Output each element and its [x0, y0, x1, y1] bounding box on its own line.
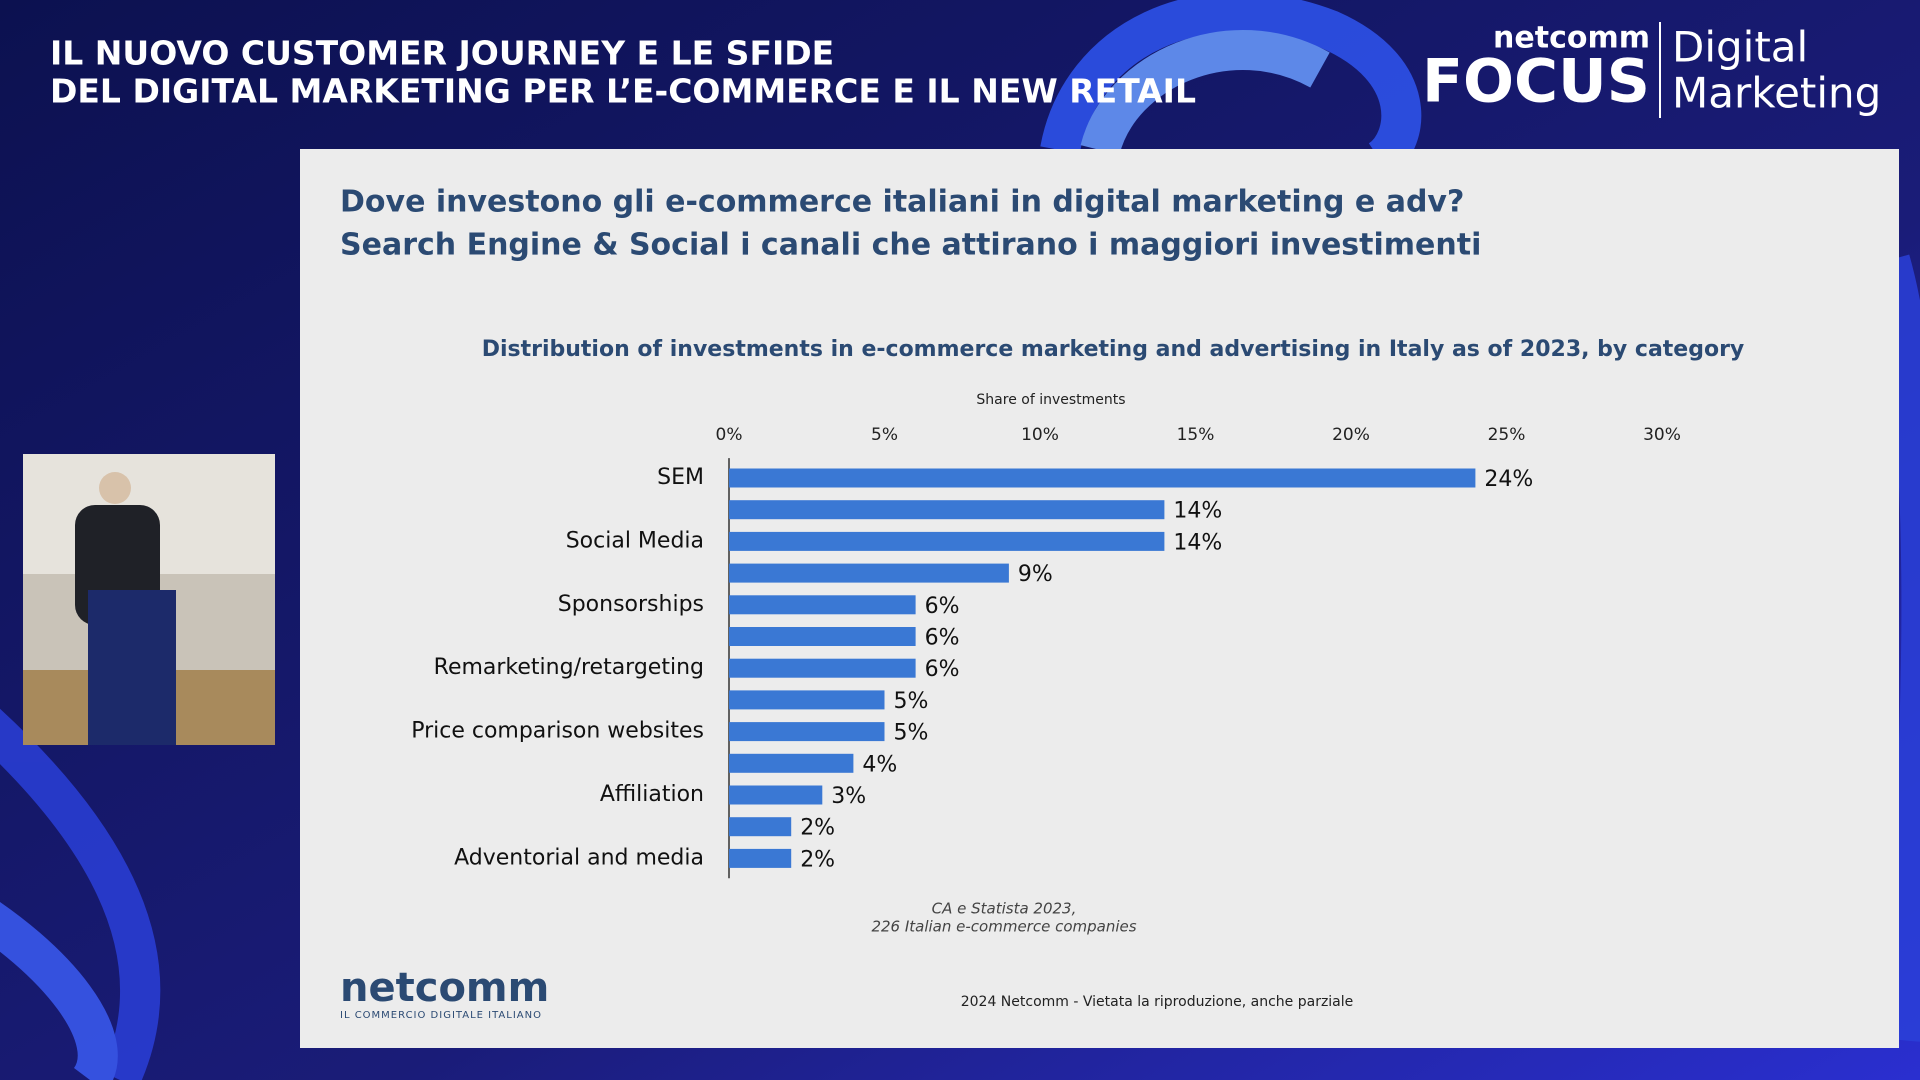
netcomm-logo: netcomm	[340, 965, 549, 1011]
value-label: 6%	[925, 626, 960, 651]
value-label: 14%	[1173, 499, 1222, 524]
source-note: 226 Italian e-commerce companies	[871, 918, 1136, 936]
x-axis-label: Share of investments	[976, 392, 1125, 408]
bar	[729, 595, 916, 615]
header-line: IL NUOVO CUSTOMER JOURNEY E LE SFIDE	[50, 34, 834, 73]
y-tick-label: Price comparison websites	[411, 719, 704, 744]
x-tick-label: 0%	[716, 425, 743, 445]
bar	[729, 500, 1165, 520]
value-label: 2%	[800, 847, 835, 872]
value-label: 5%	[894, 689, 929, 714]
brand-right: Marketing	[1672, 69, 1881, 118]
bar	[729, 722, 885, 742]
bar	[729, 817, 792, 837]
value-label: 5%	[894, 721, 929, 746]
footer-note: 2024 Netcomm - Vietata la riproduzione, …	[961, 994, 1354, 1010]
chart-title: Distribution of investments in e-commerc…	[482, 337, 1745, 362]
slide-title: Dove investono gli e-commerce italiani i…	[340, 185, 1464, 220]
y-tick-label: Sponsorships	[558, 592, 704, 617]
value-label: 2%	[800, 816, 835, 841]
slide-title: Search Engine & Social i canali che atti…	[340, 228, 1481, 263]
y-tick-label: SEM	[657, 465, 704, 490]
y-tick-label: Remarketing/retargeting	[434, 655, 704, 680]
bar	[729, 627, 916, 646]
y-tick-label: Affiliation	[600, 782, 704, 807]
source-note: CA e Statista 2023,	[932, 900, 1077, 918]
value-label: 6%	[925, 657, 960, 682]
speaker-video	[23, 454, 275, 745]
brand-right: Digital	[1672, 23, 1808, 72]
x-tick-label: 15%	[1177, 425, 1215, 445]
y-tick-label: Adventorial and media	[454, 845, 704, 870]
x-tick-label: 30%	[1643, 425, 1681, 445]
brand-small: netcomm	[1493, 21, 1650, 56]
value-label: 14%	[1173, 530, 1222, 555]
bar	[729, 563, 1009, 583]
bar	[729, 753, 854, 773]
bar	[729, 690, 885, 710]
bar	[729, 468, 1476, 488]
value-label: 3%	[831, 784, 866, 809]
header-line: DEL DIGITAL MARKETING PER L’E-COMMERCE E…	[50, 72, 1196, 111]
x-tick-label: 20%	[1332, 425, 1370, 445]
x-tick-label: 10%	[1021, 425, 1059, 445]
slide	[300, 149, 1899, 1048]
value-label: 4%	[862, 752, 897, 777]
brand-big: FOCUS	[1422, 47, 1650, 117]
y-tick-label: Social Media	[566, 528, 704, 553]
x-tick-label: 5%	[871, 425, 898, 445]
bar	[729, 658, 916, 678]
bar	[729, 848, 792, 868]
bar	[729, 785, 823, 805]
value-label: 24%	[1484, 467, 1533, 492]
netcomm-tagline: IL COMMERCIO DIGITALE ITALIANO	[340, 1010, 542, 1021]
bar	[729, 531, 1165, 551]
value-label: 9%	[1018, 562, 1053, 587]
value-label: 6%	[925, 594, 960, 619]
x-tick-label: 25%	[1488, 425, 1526, 445]
